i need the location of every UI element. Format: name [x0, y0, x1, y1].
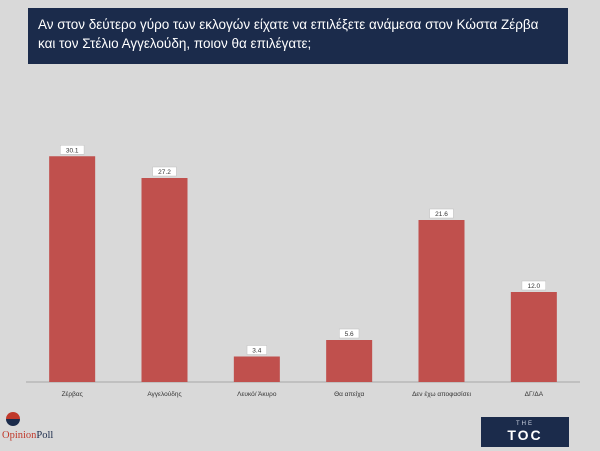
the-toc-logo: THE TOC: [481, 417, 569, 447]
category-label: Αγγελούδης: [147, 390, 181, 398]
data-label: 3.4: [252, 348, 261, 355]
category-label: Ζέρβας: [62, 390, 83, 398]
bar: [418, 220, 465, 382]
category-label: Λευκό/ Άκυρο: [237, 390, 277, 398]
title-line-2: και τον Στέλιο Αγγελούδη, ποιον θα επιλέ…: [38, 36, 312, 51]
bar: [510, 292, 557, 382]
bar: [326, 340, 373, 382]
data-label: 21.6: [435, 211, 448, 218]
title-banner: Αν στον δεύτερο γύρο των εκλογών είχατε …: [28, 8, 568, 64]
data-label: 12.0: [528, 283, 541, 290]
title-line-1: Αν στον δεύτερο γύρο των εκλογών είχατε …: [38, 17, 539, 32]
data-label-box: [429, 208, 454, 219]
opinion-poll-logo-mark: [6, 412, 20, 426]
bar: [49, 156, 96, 382]
data-label: 5.6: [345, 331, 354, 338]
bar: [233, 356, 280, 382]
category-label: Θα απείχα: [334, 390, 364, 398]
opinion-poll-logo-text: OpinionPoll: [2, 430, 54, 441]
category-label: ΔΓ/ΔΑ: [525, 391, 544, 398]
opinion-poll-logo: OpinionPoll: [2, 412, 92, 446]
data-label: 30.1: [66, 147, 79, 154]
data-label: 27.2: [158, 169, 171, 176]
data-label-box: [521, 280, 546, 291]
category-label: Δεν έχω αποφασίσει: [412, 390, 471, 398]
data-label-box: [60, 145, 85, 155]
data-label-box: [339, 328, 360, 339]
bar: [141, 178, 188, 382]
data-label-box: [246, 345, 267, 355]
data-label-box: [152, 166, 177, 177]
